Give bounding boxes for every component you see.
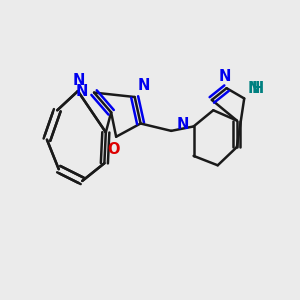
Text: N: N (219, 69, 231, 84)
Text: N: N (72, 73, 85, 88)
Text: H: H (252, 80, 264, 95)
Text: N: N (138, 79, 150, 94)
Text: N: N (177, 118, 189, 133)
Text: N: N (248, 81, 260, 96)
Text: N: N (75, 84, 88, 99)
Text: O: O (107, 142, 119, 157)
